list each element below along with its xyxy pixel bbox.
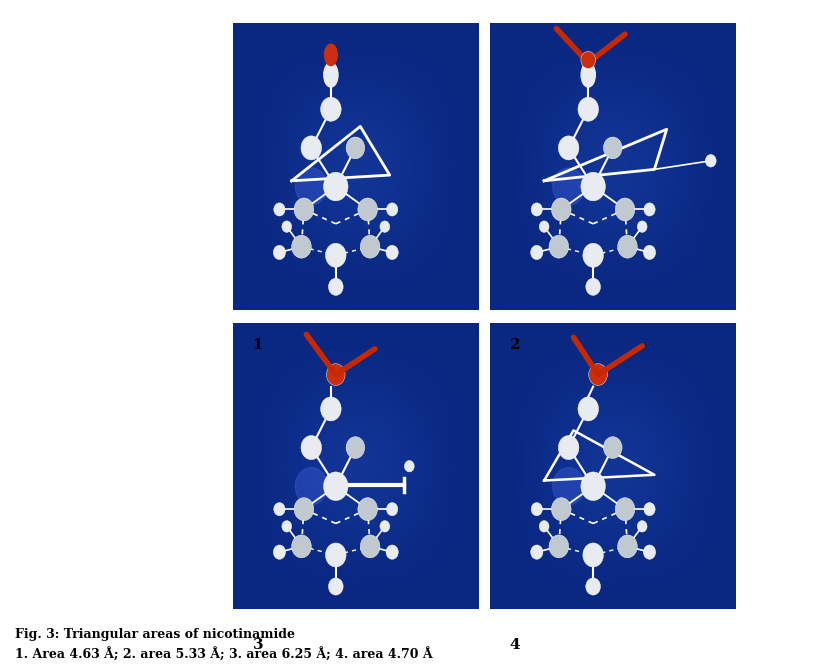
Circle shape <box>578 397 599 421</box>
Circle shape <box>581 472 605 501</box>
Circle shape <box>386 545 398 559</box>
Circle shape <box>549 535 569 558</box>
Circle shape <box>539 221 549 232</box>
Circle shape <box>328 278 343 296</box>
Circle shape <box>320 97 342 121</box>
Circle shape <box>360 235 380 258</box>
Circle shape <box>705 155 717 167</box>
Ellipse shape <box>324 63 338 87</box>
Circle shape <box>328 578 343 595</box>
Circle shape <box>301 136 322 160</box>
Circle shape <box>295 168 327 205</box>
Circle shape <box>583 543 604 567</box>
Circle shape <box>282 221 292 232</box>
Circle shape <box>530 545 542 559</box>
Circle shape <box>586 578 600 595</box>
Circle shape <box>589 364 607 386</box>
Circle shape <box>301 436 322 460</box>
Circle shape <box>581 172 605 201</box>
Circle shape <box>637 221 647 232</box>
Circle shape <box>294 198 314 221</box>
Circle shape <box>551 498 571 521</box>
Text: 3: 3 <box>252 638 263 652</box>
Circle shape <box>274 503 285 515</box>
Circle shape <box>644 503 655 515</box>
Circle shape <box>637 521 647 532</box>
Circle shape <box>558 136 579 160</box>
Text: Fig. 3: Triangular areas of nicotinamide: Fig. 3: Triangular areas of nicotinamide <box>15 628 295 641</box>
Circle shape <box>551 198 571 221</box>
Circle shape <box>274 203 285 216</box>
Circle shape <box>643 245 655 260</box>
Circle shape <box>292 235 311 258</box>
Circle shape <box>604 437 622 458</box>
Circle shape <box>552 168 584 205</box>
Circle shape <box>615 498 635 521</box>
Text: 1: 1 <box>252 338 263 352</box>
Circle shape <box>282 521 292 532</box>
Circle shape <box>295 468 327 505</box>
Circle shape <box>386 203 398 216</box>
Circle shape <box>386 245 398 260</box>
Circle shape <box>358 198 377 221</box>
Circle shape <box>644 203 655 216</box>
Circle shape <box>386 503 398 515</box>
Circle shape <box>346 137 364 159</box>
Circle shape <box>324 172 348 201</box>
Circle shape <box>552 468 584 505</box>
Circle shape <box>578 97 599 121</box>
Circle shape <box>549 235 569 258</box>
Circle shape <box>581 51 596 69</box>
Circle shape <box>320 397 342 421</box>
Circle shape <box>531 503 542 515</box>
Circle shape <box>273 545 286 559</box>
Circle shape <box>358 498 377 521</box>
Text: 1. Area 4.63 Å; 2. area 5.33 Å; 3. area 6.25 Å; 4. area 4.70 Å: 1. Area 4.63 Å; 2. area 5.33 Å; 3. area … <box>15 647 432 661</box>
Circle shape <box>325 243 346 267</box>
Ellipse shape <box>324 44 337 65</box>
Circle shape <box>294 498 314 521</box>
Circle shape <box>380 221 390 232</box>
Circle shape <box>324 472 348 501</box>
Text: 2: 2 <box>510 338 520 352</box>
Circle shape <box>583 243 604 267</box>
Circle shape <box>531 203 542 216</box>
Circle shape <box>404 460 414 472</box>
Circle shape <box>292 535 311 558</box>
Circle shape <box>327 364 345 386</box>
Circle shape <box>615 198 635 221</box>
Circle shape <box>539 521 549 532</box>
Circle shape <box>586 278 600 296</box>
Circle shape <box>604 137 622 159</box>
Circle shape <box>380 521 390 532</box>
Circle shape <box>643 545 655 559</box>
Circle shape <box>618 535 637 558</box>
Circle shape <box>618 235 637 258</box>
Text: 4: 4 <box>510 638 520 652</box>
Circle shape <box>325 543 346 567</box>
Circle shape <box>273 245 286 260</box>
Circle shape <box>360 535 380 558</box>
Circle shape <box>346 437 364 458</box>
Circle shape <box>530 245 542 260</box>
Circle shape <box>558 436 579 460</box>
Ellipse shape <box>581 63 596 87</box>
